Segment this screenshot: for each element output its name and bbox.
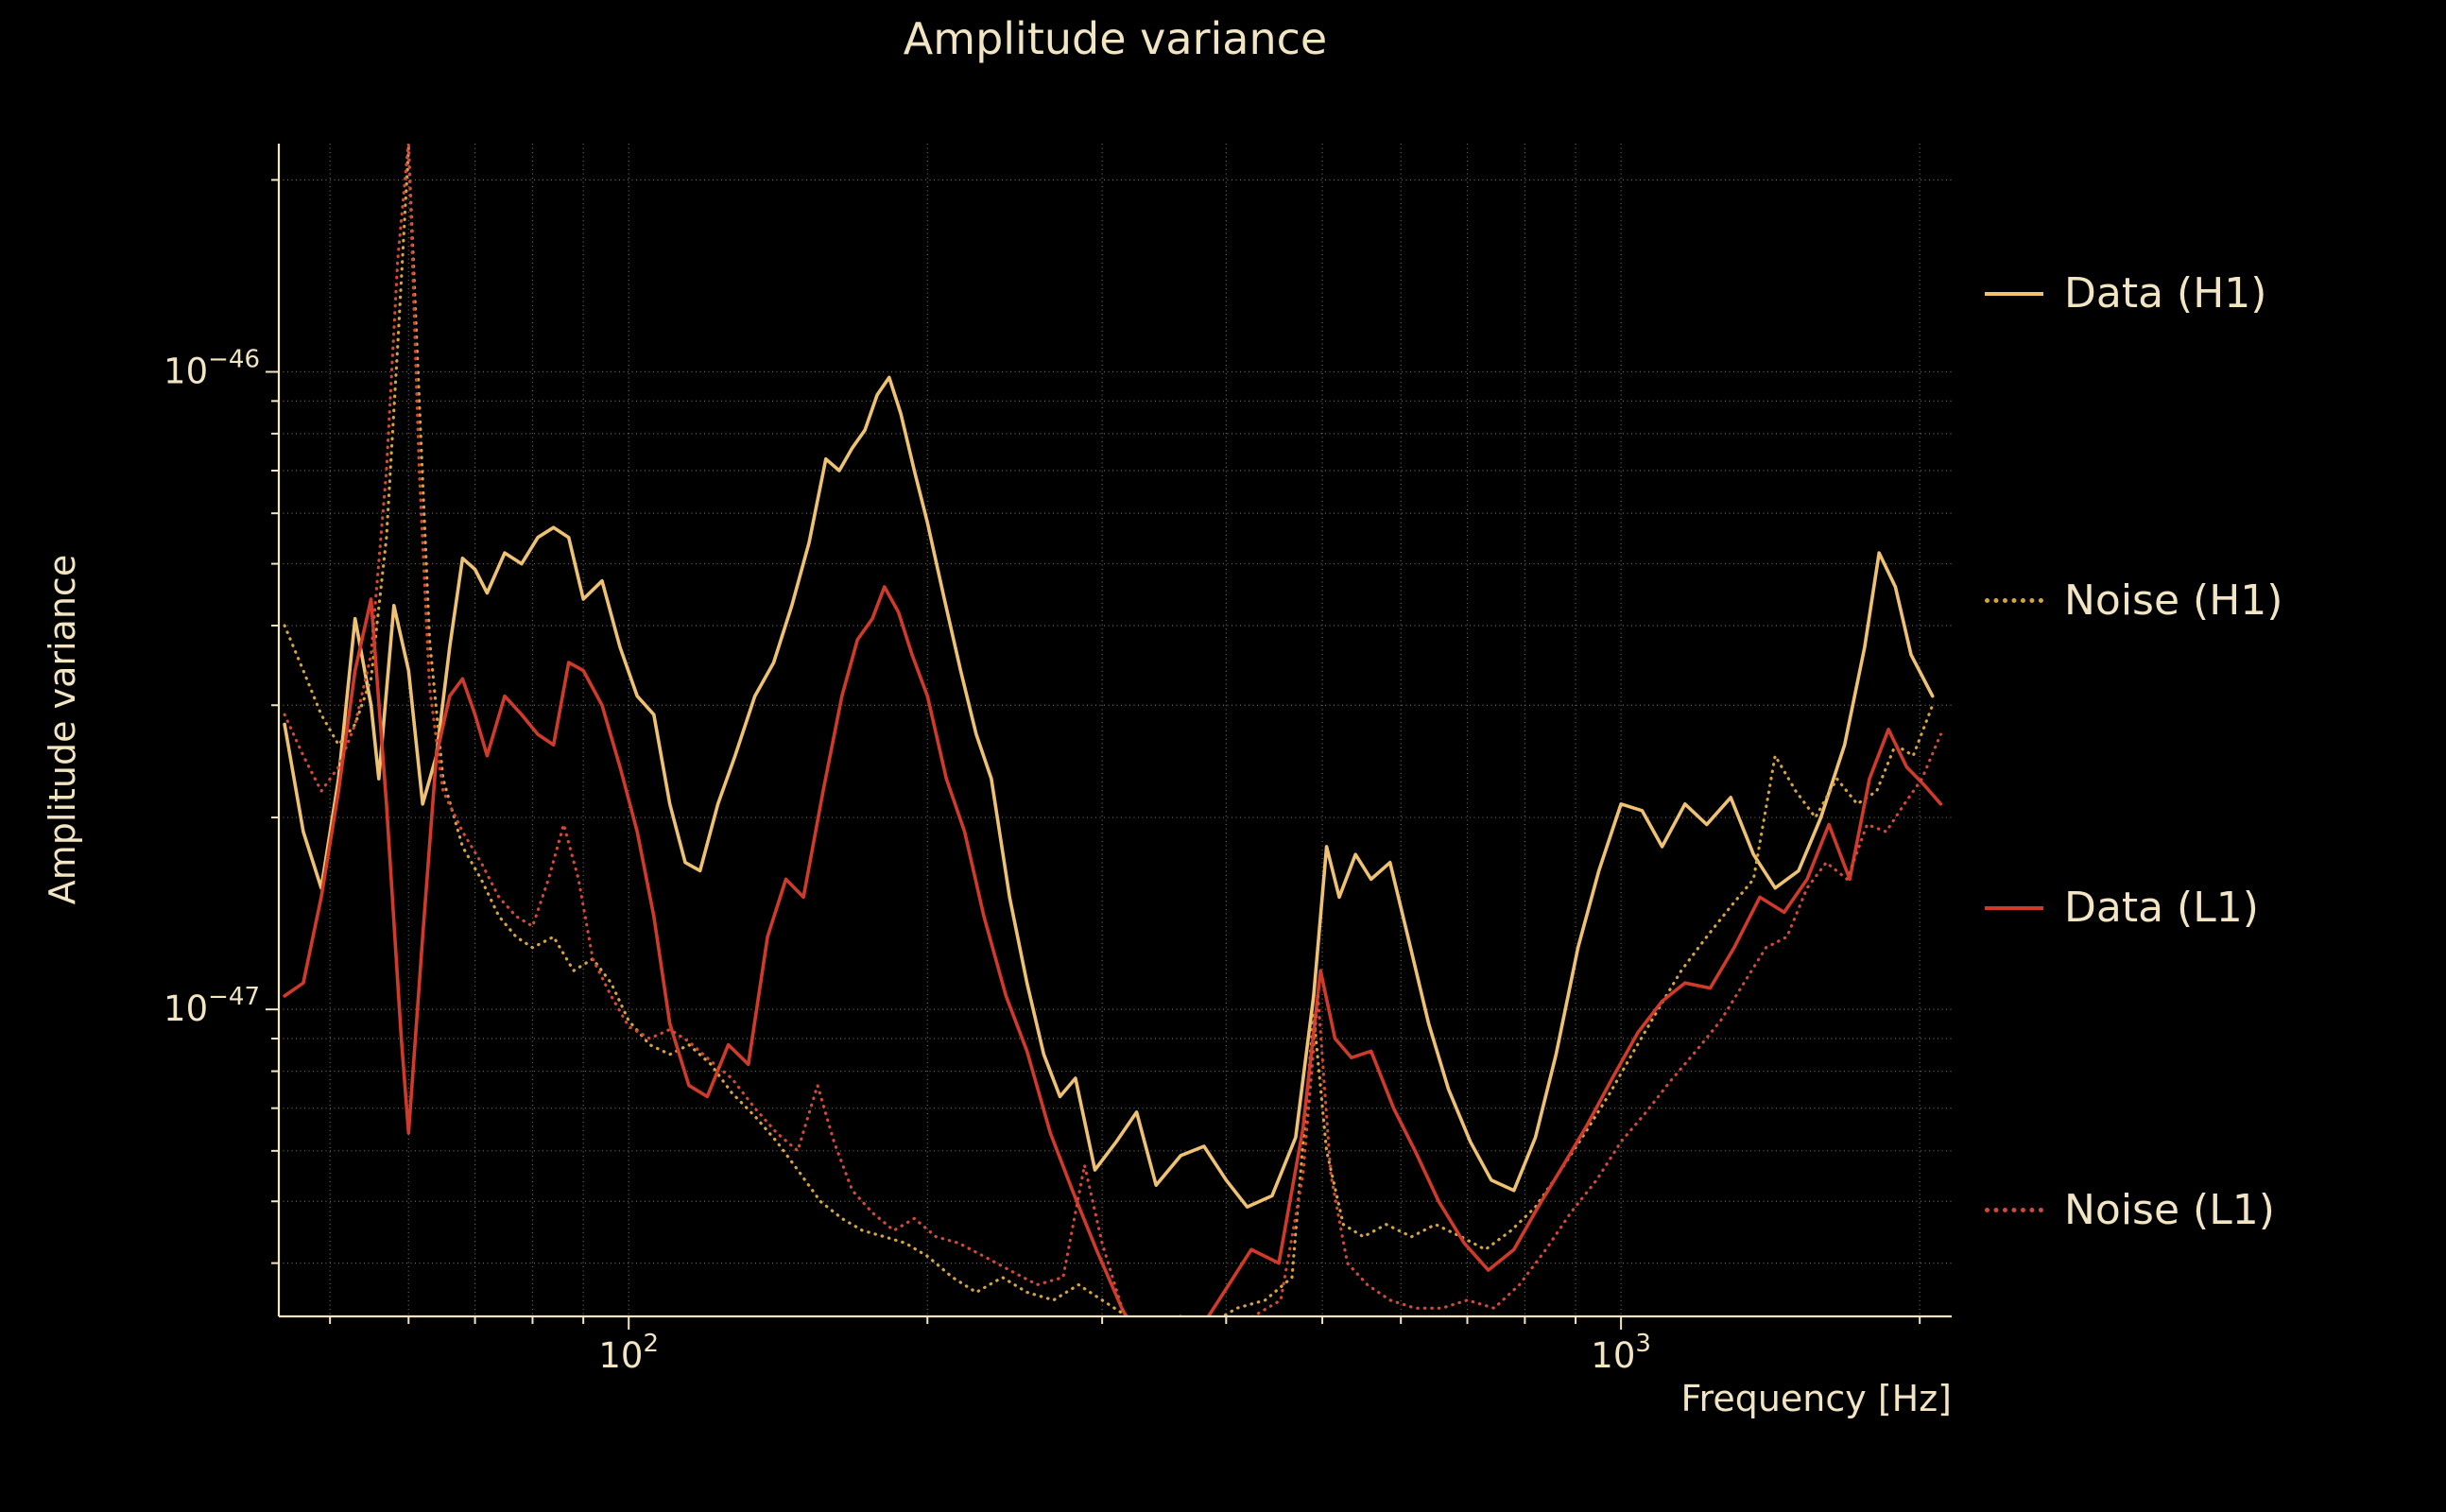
legend-label-noise-h1: Noise (H1): [2064, 576, 2283, 625]
legend-label-data-l1: Data (L1): [2064, 884, 2259, 932]
legend-item-noise-l1: Noise (L1): [1985, 1186, 2275, 1234]
legend-sample-noise-l1: [1985, 1208, 2043, 1212]
series-line-noise-l1: [283, 144, 1942, 1316]
legend-item-data-h1: Data (H1): [1985, 269, 2266, 318]
axes-spines: [277, 144, 1952, 1318]
legend-sample-data-h1: [1985, 291, 2043, 296]
legend-label-noise-l1: Noise (L1): [2064, 1186, 2275, 1234]
x-tick-label: 103: [1591, 1330, 1651, 1376]
x-tick-label: 102: [598, 1330, 659, 1376]
y-axis-label: Amplitude variance: [42, 554, 83, 905]
legend-item-data-l1: Data (L1): [1985, 884, 2259, 932]
legend: Data (H1) Noise (H1) Data (L1) Noise (L1…: [1985, 0, 2438, 1512]
legend-item-noise-h1: Noise (H1): [1985, 576, 2282, 625]
y-tick-label: 10−47: [164, 983, 260, 1029]
legend-sample-data-l1: [1985, 905, 2043, 910]
x-axis-label: Frequency [Hz]: [1680, 1378, 1952, 1419]
chart-title: Amplitude variance: [903, 13, 1328, 64]
series-line-data-h1: [283, 375, 1935, 1209]
series-line-data-l1: [283, 585, 1943, 1316]
y-tick-label: 10−46: [164, 345, 260, 391]
legend-label-data-h1: Data (H1): [2064, 269, 2267, 318]
series-line-noise-h1: [283, 146, 1935, 1316]
tick-marks: [266, 179, 1921, 1330]
legend-sample-noise-h1: [1985, 598, 2043, 603]
